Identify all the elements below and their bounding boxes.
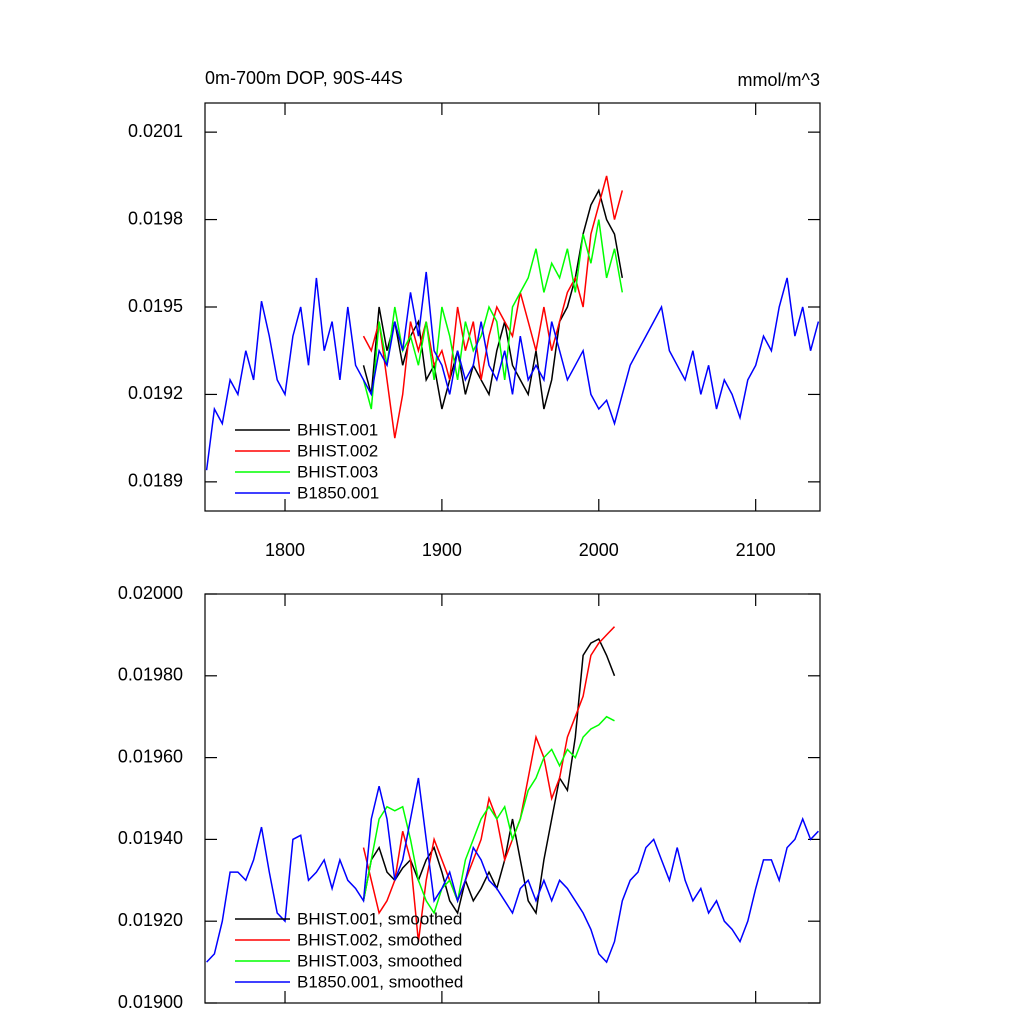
legend-label: B1850.001, smoothed — [297, 972, 463, 991]
x-tick-label: 2000 — [579, 540, 619, 560]
y-tick-label: 0.01900 — [118, 992, 183, 1012]
y-tick-label: 0.0192 — [128, 383, 183, 403]
y-tick-label: 0.0201 — [128, 121, 183, 141]
plot-frame — [204, 593, 821, 1004]
legend-label: BHIST.001, smoothed — [297, 909, 462, 928]
legend-label: BHIST.003, smoothed — [297, 951, 462, 970]
series-line — [362, 175, 624, 439]
chart-title: 0m-700m DOP, 90S-44S — [205, 68, 403, 88]
x-tick-label: 1800 — [265, 540, 305, 560]
y-tick-label: 0.01940 — [118, 828, 183, 848]
series-line — [362, 637, 616, 916]
legend-label: BHIST.002, smoothed — [297, 930, 462, 949]
legend-label: BHIST.003 — [297, 462, 378, 481]
series-line — [205, 271, 820, 471]
x-tick-label: 1900 — [422, 540, 462, 560]
y-tick-label: 0.02000 — [118, 583, 183, 603]
y-tick-label: 0.0198 — [128, 208, 183, 228]
plot-frame — [204, 102, 821, 512]
y-tick-label: 0.01920 — [118, 910, 183, 930]
legend-label: BHIST.002 — [297, 441, 378, 460]
x-tick-label: 2100 — [736, 540, 776, 560]
units-label: mmol/m^3 — [738, 70, 820, 90]
legend-label: BHIST.001 — [297, 420, 378, 439]
series-line — [362, 715, 615, 915]
y-tick-label: 0.01960 — [118, 746, 183, 766]
series-line — [206, 777, 819, 964]
y-tick-label: 0.01980 — [118, 665, 183, 685]
series-line — [362, 219, 624, 410]
series-line — [362, 626, 616, 942]
legend-label: B1850.001 — [297, 483, 379, 502]
y-tick-label: 0.0195 — [128, 296, 183, 316]
y-tick-label: 0.0189 — [128, 471, 183, 491]
